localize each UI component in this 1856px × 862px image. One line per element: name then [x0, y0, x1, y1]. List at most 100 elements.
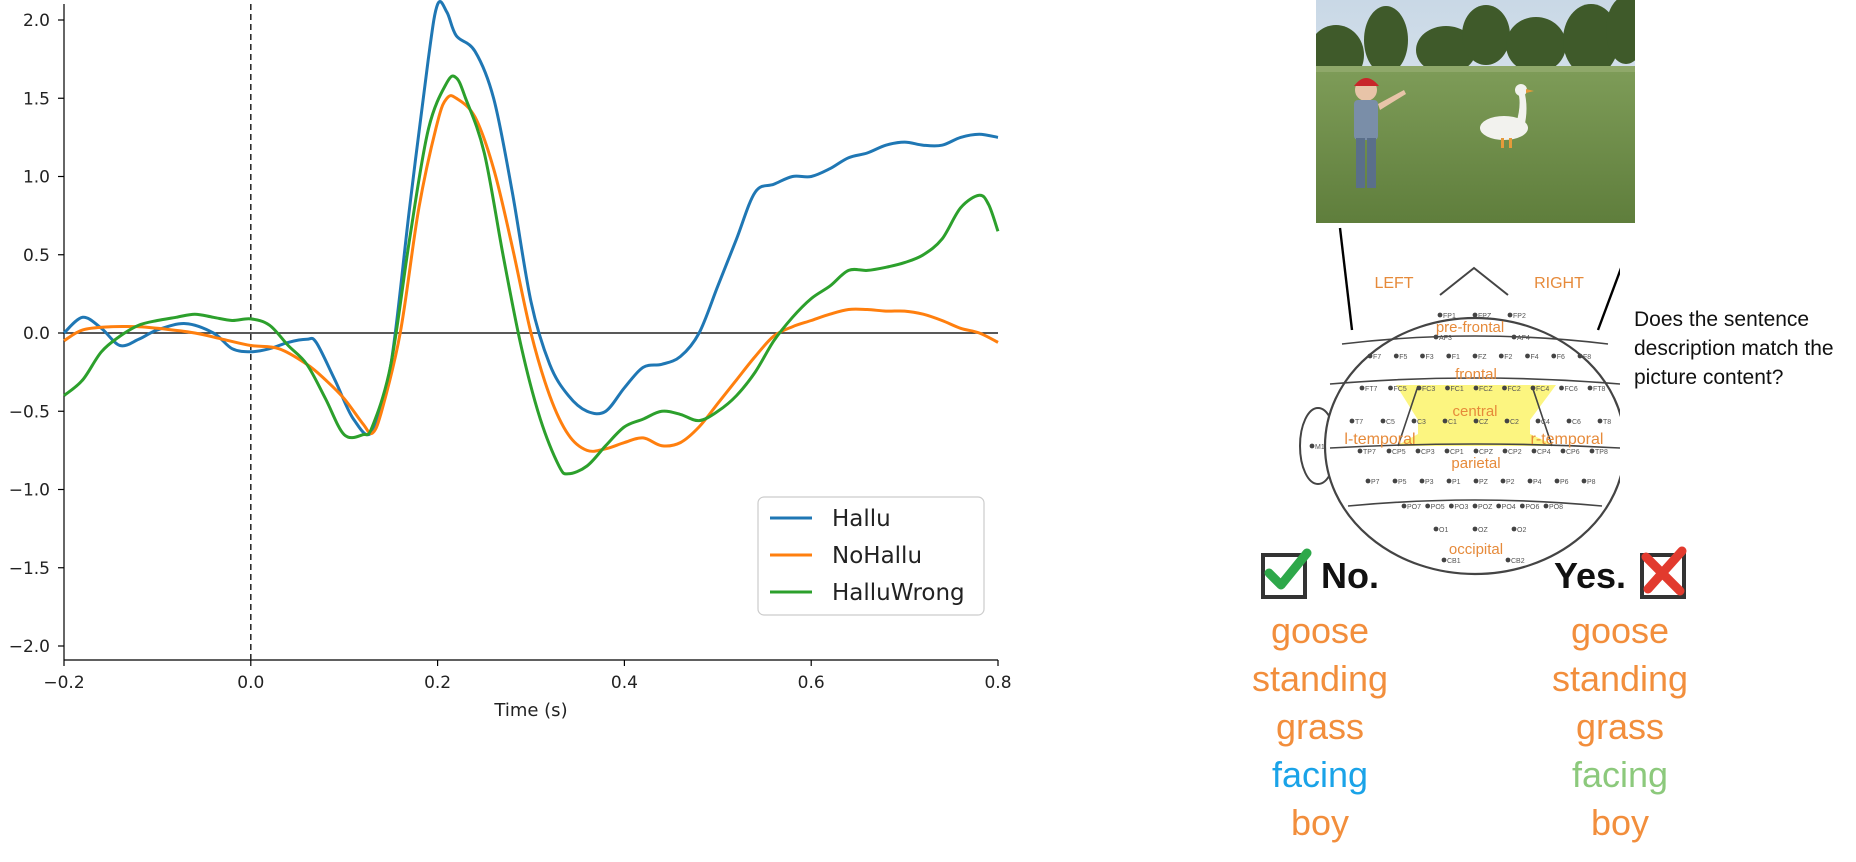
electrode-dot [1560, 448, 1566, 454]
electrode-label: PO8 [1549, 504, 1563, 511]
electrode-dot [1441, 557, 1447, 563]
zoom-line-left [1338, 227, 1354, 331]
electrode-label: CPZ [1479, 449, 1494, 456]
electrode-dot [1577, 353, 1583, 359]
electrode-dot [1309, 443, 1315, 449]
answer-no: No. goose standing grass facing boy [1200, 545, 1440, 847]
electrode-label: POZ [1478, 504, 1493, 511]
answer-no-word: boy [1290, 802, 1350, 843]
region-boundary [1329, 377, 1620, 385]
electrode-label: FC6 [1565, 386, 1578, 393]
electrode-label: CP1 [1450, 449, 1464, 456]
zoom-line-right [1596, 267, 1620, 331]
y-tick-label: 1.5 [23, 89, 50, 109]
electrode-label: P6 [1560, 479, 1569, 486]
electrode-dot [1511, 526, 1517, 532]
region-label-parietal: parietal [1451, 455, 1500, 472]
electrode-label: TP7 [1363, 449, 1376, 456]
electrode-dot [1365, 478, 1371, 484]
electrode-label: CP5 [1392, 449, 1406, 456]
electrode-label: F8 [1583, 354, 1591, 361]
legend-label-hallu: Hallu [832, 506, 891, 532]
stimulus-photo [1316, 0, 1635, 223]
x-tick-label: 0.6 [798, 673, 825, 693]
head-label-right: RIGHT [1534, 275, 1584, 292]
electrode-label: F2 [1504, 354, 1512, 361]
electrode-label: PO6 [1525, 504, 1539, 511]
answer-yes-word: boy [1590, 802, 1650, 843]
electrode-label: F7 [1373, 354, 1381, 361]
electrode-dot [1473, 385, 1479, 391]
electrode-label: FCZ [1479, 386, 1493, 393]
electrode-dot [1502, 385, 1507, 391]
electrode-dot [1444, 448, 1450, 454]
electrode-dot [1525, 353, 1530, 359]
electrode-dot [1386, 448, 1392, 454]
region-boundary [1531, 385, 1553, 447]
electrode-label: PO4 [1502, 504, 1516, 511]
electrode-dot [1530, 385, 1536, 391]
electrode-label: PO7 [1407, 504, 1421, 511]
electrode-dot [1502, 448, 1508, 454]
nose [1439, 266, 1509, 296]
electrode-label: T8 [1603, 419, 1611, 426]
answer-yes-word: standing [1551, 658, 1689, 699]
answer-yes-word: goose [1570, 610, 1670, 651]
electrode-label: P4 [1533, 479, 1542, 486]
electrode-dot [1425, 503, 1431, 509]
electrode-dot [1472, 526, 1478, 532]
erp-line-chart: −2.0 −1.5 −1.0 −0.5 0.0 0.5 1.0 1.5 2.0 −0.2 0.0 0.… [9, 0, 1012, 721]
electrode-dot [1531, 448, 1537, 454]
electrode-dot [1498, 353, 1504, 359]
electrode-dot [1511, 334, 1517, 340]
electrode-label: P8 [1587, 479, 1596, 486]
y-tick-label: 0.5 [23, 246, 50, 266]
y-tick-label: −1.5 [9, 559, 50, 579]
electrode-label: FC2 [1508, 386, 1521, 393]
x-tick-label: 0.0 [237, 673, 264, 693]
y-tick-label: 1.0 [23, 168, 50, 188]
electrode-label: C6 [1572, 419, 1581, 426]
x-axis-label: Time (s) [493, 700, 567, 721]
check-icon [1261, 548, 1312, 599]
electrode-label: FT7 [1365, 386, 1378, 393]
x-tick-label: 0.2 [424, 673, 451, 693]
region-boundary [1341, 335, 1609, 345]
electrode-dot [1597, 418, 1603, 424]
series-line-halluwrong [63, 74, 1000, 476]
head-label-left: LEFT [1374, 275, 1413, 292]
electrode-dot [1507, 312, 1513, 318]
electrode-label: F5 [1399, 354, 1407, 361]
boy-figure [1354, 78, 1406, 188]
electrode-dot [1446, 478, 1452, 484]
question-text: Does the sentence description match the … [1634, 308, 1834, 389]
electrode-dot [1433, 334, 1439, 340]
electrode-dot [1543, 503, 1549, 509]
answer-no-label: No. [1321, 555, 1379, 596]
electrode-label: FT8 [1593, 386, 1606, 393]
electrode-dot [1433, 526, 1439, 532]
electrode-label: CB2 [1511, 558, 1525, 565]
electrode-label: AF4 [1517, 335, 1530, 342]
electrode-dot [1472, 312, 1478, 318]
electrode-dot [1472, 503, 1478, 509]
electrode-label: CP2 [1508, 449, 1522, 456]
answer-yes-word: grass [1575, 706, 1665, 747]
electrode-dot [1559, 385, 1564, 391]
answer-no-word: goose [1270, 610, 1370, 651]
electrode-dot [1388, 385, 1393, 391]
electrode-dot [1357, 448, 1363, 454]
answer-no-word: standing [1251, 658, 1389, 699]
electrode-label: F3 [1426, 354, 1434, 361]
electrode-dot [1415, 448, 1421, 454]
region-label-r-temporal: r-temporal [1531, 431, 1604, 448]
electrode-dot [1473, 448, 1479, 454]
electrode-label: P2 [1506, 479, 1515, 486]
electrode-dot [1411, 418, 1417, 424]
electrode-dot [1359, 385, 1365, 391]
electrode-label: CP6 [1566, 449, 1580, 456]
electrode-dot [1581, 478, 1587, 484]
region-boundary [1347, 499, 1603, 507]
answer-yes-word: facing [1571, 754, 1669, 795]
legend: Hallu NoHallu HalluWrong [757, 496, 985, 616]
